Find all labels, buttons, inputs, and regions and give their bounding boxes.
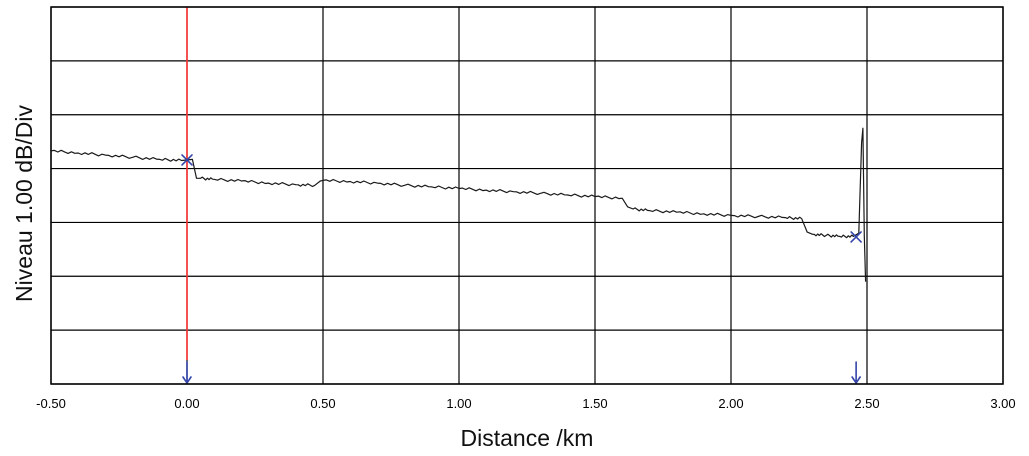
x-axis-title: Distance /km	[461, 425, 594, 451]
x-tick-labels: -0.50 0.00 0.50 1.00 1.50 2.00 2.50 3.00	[36, 396, 1015, 411]
x-tick-label: 0.50	[310, 396, 335, 411]
x-tick-label: 1.00	[446, 396, 471, 411]
otdr-trace-line	[50, 127, 867, 282]
x-tick-label: 2.00	[718, 396, 743, 411]
x-tick-label: 0.00	[174, 396, 199, 411]
event-marker-layer	[181, 154, 862, 243]
x-tick-label: 3.00	[990, 396, 1015, 411]
grid	[50, 6, 1004, 385]
x-tick-label: 1.50	[582, 396, 607, 411]
cursor-arrow	[182, 361, 192, 385]
trace-layer	[50, 127, 867, 282]
y-axis-title: Niveau 1.00 dB/Div	[11, 105, 37, 302]
cursor-arrow	[851, 361, 861, 385]
x-tick-label: -0.50	[36, 396, 66, 411]
event-marker	[850, 231, 862, 243]
event-marker	[181, 154, 193, 166]
cursor-layer	[182, 7, 861, 385]
plot-frame	[50, 6, 1004, 385]
x-tick-label: 2.50	[854, 396, 879, 411]
